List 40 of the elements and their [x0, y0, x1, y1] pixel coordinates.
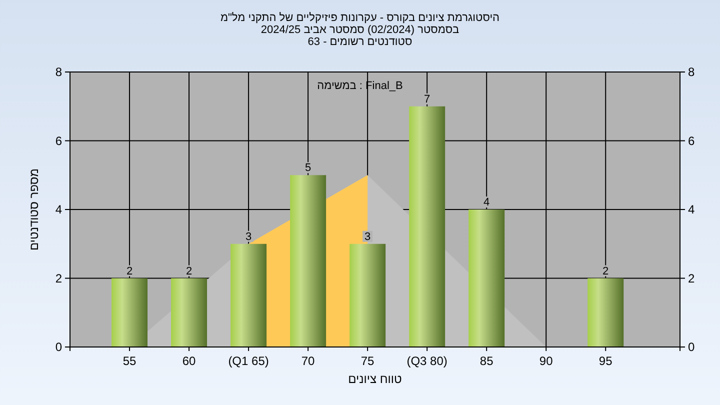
x-tick-label: 90: [539, 354, 554, 368]
data-label: 7: [424, 93, 430, 106]
bar: [230, 244, 267, 347]
y2-tick-label: 2: [688, 271, 695, 286]
chart-title: היסטוגרמת ציונים בקורס - עקרונות פיזיקליים של התקני מל"מ: [220, 12, 500, 24]
y2-tick-label: 6: [688, 134, 695, 148]
bar: [350, 244, 386, 347]
bar: [112, 278, 148, 347]
y-tick-label: 8: [55, 65, 62, 79]
text: סטודנטים רשומים - 63: [308, 36, 412, 48]
y-tick-label: 6: [55, 134, 62, 148]
x-tick-label: 70: [301, 354, 316, 368]
bar: [171, 278, 208, 347]
y2-tick-label: 8: [688, 65, 695, 79]
data-label: 3: [364, 230, 371, 243]
data-label: 3: [245, 230, 252, 243]
data-label: 5: [304, 162, 312, 174]
bar: [290, 175, 326, 347]
y-tick-label: 0: [55, 340, 62, 354]
data-label: 2: [126, 265, 133, 278]
y-tick-label: 4: [55, 202, 62, 216]
data-label: 2: [186, 265, 192, 278]
x-tick-label: 55: [122, 354, 137, 368]
y2-tick-label: 4: [688, 202, 695, 216]
data-label: 4: [484, 196, 490, 208]
bar: [409, 106, 446, 347]
x-tick-label: 60: [182, 354, 196, 368]
x-tick-label: 85: [480, 354, 494, 368]
chart-subtitle: בסמסטר (02/2024) סמסטר אביב 2024/25: [260, 24, 460, 36]
x-axis-title: טווח ציונים: [348, 372, 402, 386]
data-label: 2: [602, 265, 609, 278]
bar: [468, 210, 505, 347]
x-tick-label: (Q1 65): [228, 354, 269, 368]
y-axis-title: מספר סטודנטים: [27, 168, 41, 251]
x-tick-label: 75: [360, 354, 375, 368]
y-tick-label: 2: [55, 271, 62, 286]
x-tick-label: (Q3 80): [406, 354, 448, 368]
bar: [588, 278, 624, 347]
x-tick-label: 95: [598, 354, 613, 368]
y2-tick-label: 0: [688, 340, 695, 354]
